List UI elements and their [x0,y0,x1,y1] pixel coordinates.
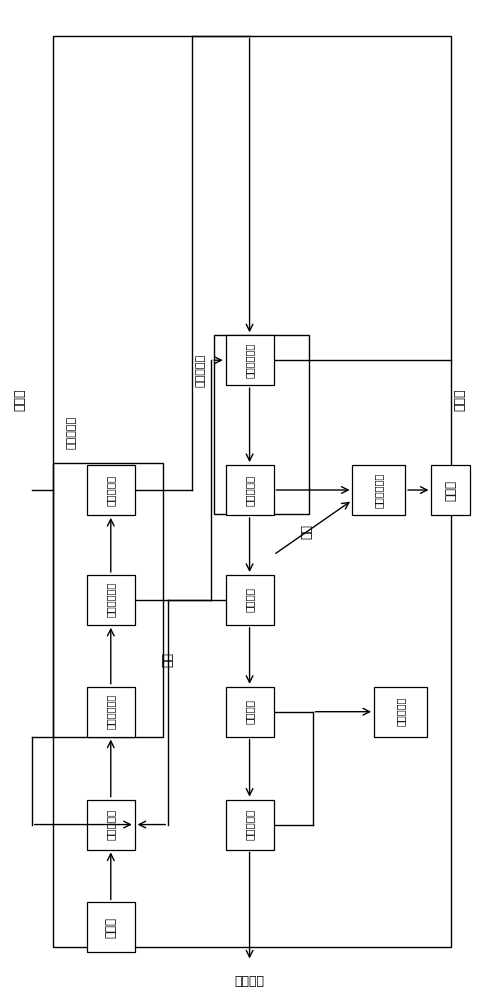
Text: 二级瞅化液: 二级瞅化液 [196,354,206,387]
Text: 二级反瞅化区: 二级反瞅化区 [245,343,254,378]
FancyBboxPatch shape [226,465,274,515]
FancyBboxPatch shape [87,465,135,515]
Text: 污泥: 污泥 [162,652,175,667]
Text: 一级碳氧化区: 一级碳氧化区 [106,582,116,617]
Text: 一级反瞅化区: 一级反瞅化区 [106,694,116,729]
Text: 调节池: 调节池 [104,917,117,938]
FancyBboxPatch shape [87,575,135,625]
FancyBboxPatch shape [87,687,135,737]
FancyBboxPatch shape [226,687,274,737]
Text: 污泥处理系统: 污泥处理系统 [374,472,384,508]
Text: 药剂: 药剂 [300,524,313,539]
FancyBboxPatch shape [432,465,470,515]
Text: 一级瞅化区: 一级瞅化区 [106,474,116,506]
Text: 上清液: 上清液 [13,389,26,411]
FancyBboxPatch shape [87,800,135,850]
FancyBboxPatch shape [226,335,274,385]
FancyBboxPatch shape [87,902,135,952]
Text: 上清液: 上清液 [454,389,467,411]
FancyBboxPatch shape [352,465,405,515]
Text: 反渗透系统: 反渗透系统 [245,809,254,840]
FancyBboxPatch shape [226,800,274,850]
Text: 纳滤系统: 纳滤系统 [245,699,254,724]
Text: 水解酸化池: 水解酸化池 [106,809,116,840]
Text: 超滤系统: 超滤系统 [245,587,254,612]
Text: 出水排放: 出水排放 [235,975,264,988]
Text: 一级瞅化液: 一级瞅化液 [67,416,76,449]
Text: 干污泥: 干污泥 [444,480,457,501]
Text: 二级瞅化区: 二级瞅化区 [245,474,254,506]
FancyBboxPatch shape [226,575,274,625]
FancyBboxPatch shape [374,687,427,737]
Text: 浓缩液系统: 浓缩液系统 [396,697,405,726]
